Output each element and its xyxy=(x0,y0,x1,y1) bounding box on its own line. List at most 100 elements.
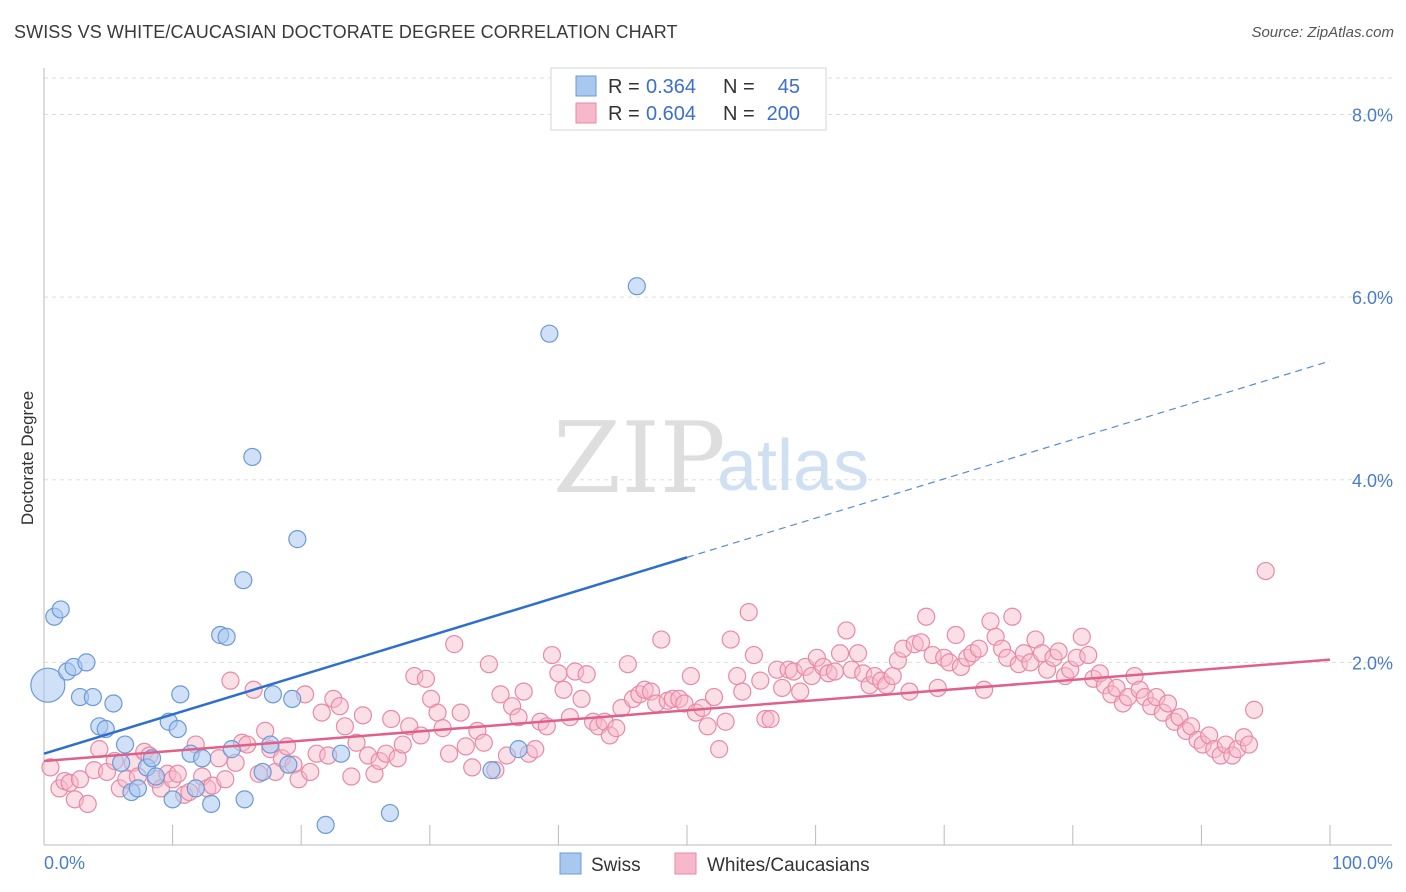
whites-point xyxy=(721,630,740,649)
swiss-point xyxy=(253,762,272,782)
legend-r-value-1: 0.364 xyxy=(646,76,696,98)
legend: R = 0.364 N = 45 R = 0.604 N = 200 xyxy=(550,67,827,131)
whites-point xyxy=(566,662,585,681)
axes: 2.0% 4.0% 6.0% 8.0% xyxy=(43,68,1393,846)
whites-point xyxy=(416,669,436,688)
whites-point xyxy=(883,666,902,686)
swiss-point xyxy=(235,790,254,809)
whites-point xyxy=(376,744,396,763)
swiss-point xyxy=(171,685,190,704)
swiss-point xyxy=(331,744,351,763)
whites-point xyxy=(998,648,1017,667)
legend-r-value-2: 0.604 xyxy=(646,103,696,125)
data-points xyxy=(30,277,1275,835)
swiss-point xyxy=(243,447,262,467)
whites-point xyxy=(728,666,747,686)
whites-point xyxy=(635,680,654,699)
swiss-point xyxy=(380,803,400,823)
whites-point xyxy=(607,719,626,738)
whites-point xyxy=(733,682,752,701)
swiss-point xyxy=(263,685,283,704)
whites-point xyxy=(411,726,430,745)
whites-point xyxy=(168,764,187,783)
swiss-point xyxy=(316,815,335,835)
whites-point xyxy=(1079,645,1098,665)
whites-point xyxy=(1049,642,1068,661)
whites-point xyxy=(652,630,671,649)
whites-point xyxy=(744,645,763,665)
whites-point xyxy=(342,767,361,786)
whites-point xyxy=(946,625,965,645)
whites-point xyxy=(1245,700,1264,719)
whites-point xyxy=(577,665,596,684)
bottom-legend-label-swiss: Swiss xyxy=(591,855,641,876)
whites-point xyxy=(78,794,97,814)
whites-point xyxy=(554,680,573,699)
whites-point xyxy=(928,678,947,698)
whites-point xyxy=(716,712,735,731)
whites-point xyxy=(456,737,475,756)
whites-point xyxy=(221,671,240,690)
whites-point xyxy=(969,639,989,658)
whites-point xyxy=(491,685,510,704)
legend-n-value-1: 45 xyxy=(778,76,800,98)
whites-point xyxy=(509,708,528,727)
whites-point xyxy=(370,751,389,771)
swiss-trend-extension xyxy=(686,360,1331,558)
x-tick-label-min: 0.0% xyxy=(44,853,85,873)
swiss-point xyxy=(482,761,501,780)
trend-lines xyxy=(43,360,1331,763)
whites-point xyxy=(784,662,803,681)
whites-point xyxy=(388,749,407,768)
whites-point xyxy=(474,733,493,752)
watermark-zip: ZIP xyxy=(553,402,726,516)
whites-point xyxy=(1239,735,1259,754)
whites-point xyxy=(312,703,331,722)
whites-point xyxy=(698,717,717,736)
whites-point xyxy=(981,612,1000,631)
bottom-legend-swatch-whites xyxy=(674,852,697,875)
whites-point xyxy=(1200,726,1219,745)
watermark: ZIP atlas xyxy=(553,402,869,516)
swiss-point xyxy=(30,667,66,703)
whites-point xyxy=(807,648,826,667)
swiss-point xyxy=(104,694,123,713)
whites-point xyxy=(549,664,568,683)
whites-point xyxy=(917,607,936,626)
swiss-point xyxy=(112,753,131,772)
legend-n-value-2: 200 xyxy=(767,103,800,125)
swiss-trend-line xyxy=(43,556,688,755)
whites-point xyxy=(393,735,412,754)
whites-point xyxy=(1067,648,1086,667)
whites-point xyxy=(905,635,924,654)
whites-point xyxy=(710,740,729,759)
whites-point xyxy=(301,762,320,782)
swiss-point xyxy=(283,689,302,709)
whites-point xyxy=(347,733,366,752)
whites-point xyxy=(704,687,724,707)
whites-point xyxy=(526,740,545,759)
whites-point xyxy=(1014,644,1034,663)
whites-point xyxy=(911,633,931,652)
whites-trend-line xyxy=(43,658,1331,763)
whites-point xyxy=(825,662,844,681)
whites-point xyxy=(756,709,775,729)
whites-point xyxy=(335,717,355,736)
swiss-point xyxy=(186,779,205,798)
whites-point xyxy=(773,678,792,698)
legend-box xyxy=(550,67,827,131)
whites-point xyxy=(503,697,522,716)
swiss-point xyxy=(202,794,221,814)
whites-point xyxy=(330,697,349,716)
whites-point xyxy=(618,655,637,674)
whites-point xyxy=(439,744,459,763)
whites-point xyxy=(1147,687,1166,707)
whites-point xyxy=(791,682,810,701)
whites-point xyxy=(382,709,401,729)
legend-n-label-1: N = xyxy=(723,76,755,98)
whites-point xyxy=(951,657,971,677)
chart-title: SWISS VS WHITE/CAUCASIAN DOCTORATE DEGRE… xyxy=(14,22,678,42)
swiss-point xyxy=(288,530,307,549)
y-axis-label: Doctorate Degree xyxy=(18,391,37,525)
